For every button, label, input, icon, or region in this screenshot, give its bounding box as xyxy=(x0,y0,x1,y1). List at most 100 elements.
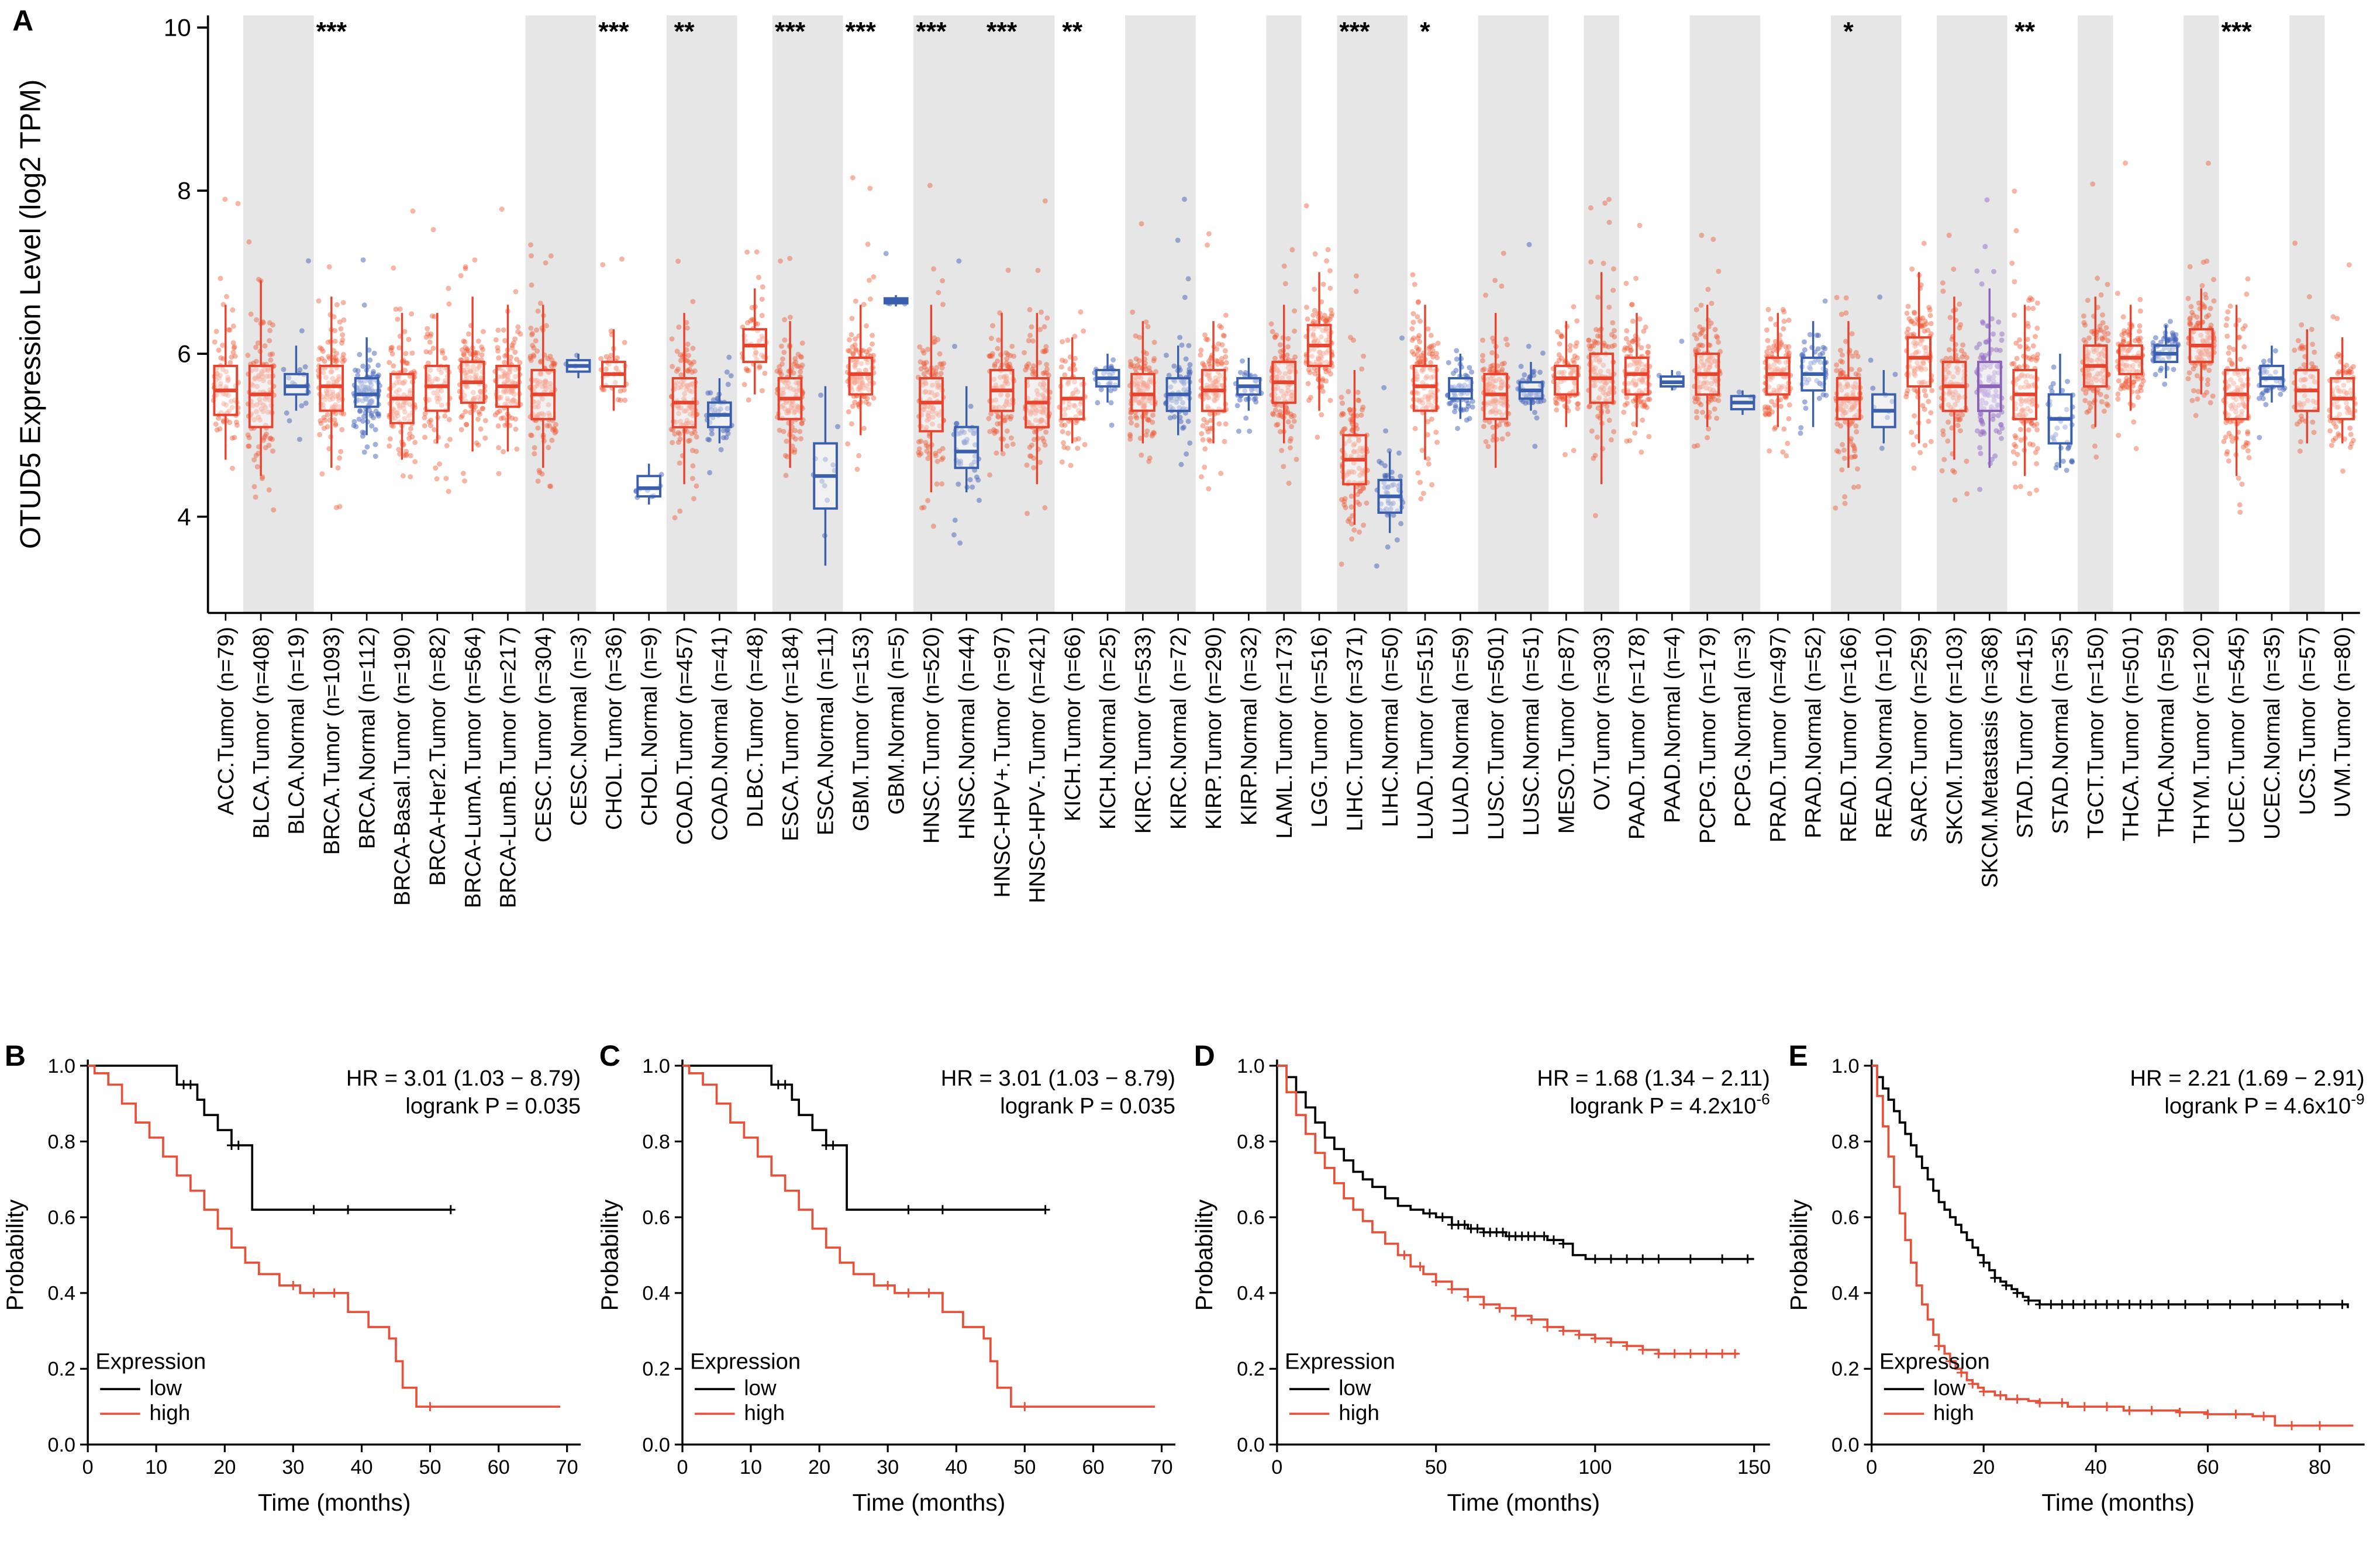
x-tick-label: STAD.Tumor (n=415) xyxy=(2013,627,2038,838)
significance-stars: ** xyxy=(674,16,695,46)
x-tick-label: GBM.Tumor (n=153) xyxy=(848,627,874,831)
km-curve-high xyxy=(88,1065,561,1408)
x-tick-label: LGG.Tumor (n=516) xyxy=(1307,627,1332,827)
box-category-40 xyxy=(1586,196,1617,519)
group-band-UCS xyxy=(2289,15,2325,613)
x-tick-label: 50 xyxy=(1013,1456,1036,1478)
box-category-28 xyxy=(1163,196,1193,467)
y-tick-label: 1.0 xyxy=(642,1055,670,1077)
box-category-10 xyxy=(527,242,559,489)
box-category-43 xyxy=(1691,233,1723,449)
x-tick-label: BLCA.Normal (n=19) xyxy=(284,627,309,834)
x-tick-label: LUSC.Normal (n=51) xyxy=(1519,627,1544,836)
significance-stars: ** xyxy=(1062,16,1082,46)
panel-b: B 0.0 0.2 0.4 0.6 0.8 1.0 0 10 20 30 40 50 60 70 HR = … xyxy=(0,1041,595,1565)
box xyxy=(1624,356,1650,396)
x-tick-label: KIRC.Tumor (n=533) xyxy=(1131,627,1156,834)
km-plot-e: 0.0 0.2 0.4 0.6 0.8 1.0 0 20 40 60 80 HR = 2.21 (1.… xyxy=(1785,1055,2365,1516)
box-category-33 xyxy=(1339,273,1370,567)
box-category-30 xyxy=(1233,357,1264,434)
box-category-6 xyxy=(386,208,418,480)
significance-stars: ** xyxy=(2015,16,2035,46)
box-category-26 xyxy=(1092,354,1120,428)
y-tick-label: 0.0 xyxy=(47,1434,75,1456)
y-tick-label: 0.8 xyxy=(47,1131,75,1153)
significance-stars: *** xyxy=(775,16,806,46)
box-category-18 xyxy=(810,386,841,566)
box-category-48 xyxy=(1868,294,1898,451)
y-tick-label: 10 xyxy=(164,14,191,42)
x-tick-label: 30 xyxy=(877,1456,899,1478)
box xyxy=(1765,356,1791,396)
x-tick-label: BRCA-LumA.Tumor (n=564) xyxy=(460,627,485,908)
box xyxy=(284,372,309,396)
legend-item-high: high xyxy=(744,1401,785,1425)
box-category-58 xyxy=(2221,276,2252,515)
box xyxy=(1130,372,1155,412)
x-tick-label: LIHC.Tumor (n=371) xyxy=(1343,627,1368,831)
x-tick-label: UVM.Tumor (n=80) xyxy=(2330,627,2355,817)
y-tick-label: 0.2 xyxy=(47,1358,75,1380)
legend-item-low: low xyxy=(150,1376,182,1400)
x-tick-label: DLBC.Tumor (n=48) xyxy=(743,627,768,827)
group-band-BLCA xyxy=(243,15,314,613)
x-tick-label: BRCA-LumB.Tumor (n=217) xyxy=(496,627,521,908)
km-curve-low xyxy=(682,1065,1046,1211)
legend-item-low: low xyxy=(1339,1376,1371,1400)
box xyxy=(248,364,274,429)
x-tick-label: LUSC.Tumor (n=501) xyxy=(1484,627,1509,840)
x-tick-label: PRAD.Normal (n=52) xyxy=(1801,627,1826,838)
box-category-39 xyxy=(1550,304,1581,458)
km-plot-b: 0.0 0.2 0.4 0.6 0.8 1.0 0 10 20 30 40 50 60 70 HR = 3.… xyxy=(2,1055,581,1516)
y-tick-label: 1.0 xyxy=(1237,1055,1265,1077)
x-tick-label: BLCA.Tumor (n=408) xyxy=(249,627,274,839)
x-tick-label: CHOL.Normal (n=9) xyxy=(637,627,662,826)
x-axis-label: Time (months) xyxy=(2041,1489,2195,1516)
x-tick-label: CESC.Tumor (n=304) xyxy=(531,627,556,842)
box-category-31 xyxy=(1268,247,1299,486)
x-tick-label: COAD.Tumor (n=457) xyxy=(672,627,697,845)
group-band-LUSC xyxy=(1478,15,1549,613)
box-category-9 xyxy=(492,206,523,476)
y-tick-label: 1.0 xyxy=(47,1055,75,1077)
box-category-55 xyxy=(2115,160,2146,451)
panel-c: C 0.0 0.2 0.4 0.6 0.8 1.0 0 10 20 30 40 50 60 70 HR = … xyxy=(595,1041,1189,1565)
box xyxy=(954,426,979,469)
x-tick-label: 60 xyxy=(2196,1456,2219,1478)
box-category-2 xyxy=(245,239,277,513)
hr-annotation: HR = 3.01 (1.03 − 8.79) xyxy=(346,1066,581,1091)
x-tick-label: 20 xyxy=(808,1456,830,1478)
pvalue-annotation: logrank P = 4.6x10-9 xyxy=(2164,1090,2364,1119)
legend-title: Expression xyxy=(1879,1349,1990,1374)
x-tick-label: READ.Tumor (n=166) xyxy=(1836,627,1861,842)
box-category-8 xyxy=(457,257,488,484)
box xyxy=(848,356,874,396)
panel-a: A ACC.Tumor (n=79) BLCA.Tumor (n=408) BLCA… xyxy=(12,6,2360,908)
box-category-60 xyxy=(2292,240,2320,454)
box-category-11 xyxy=(563,353,591,378)
expression-boxplot-chart: ACC.Tumor (n=79) BLCA.Tumor (n=408) BLCA.N… xyxy=(15,14,2360,908)
panel-d-letter: D xyxy=(1194,1041,1215,1074)
y-axis-label: Probability xyxy=(1785,1199,1812,1311)
x-tick-label: HNSC.Tumor (n=520) xyxy=(919,627,944,844)
y-tick-label: 0.6 xyxy=(642,1207,670,1229)
x-tick-label: 40 xyxy=(945,1456,967,1478)
x-tick-label: KICH.Tumor (n=66) xyxy=(1060,627,1085,821)
box-category-1 xyxy=(211,196,242,471)
x-tick-label: PCPG.Normal (n=3) xyxy=(1730,627,1755,827)
group-band-ESCA xyxy=(772,15,843,613)
y-tick-label: 0.4 xyxy=(47,1283,75,1305)
y-tick-label: 0.4 xyxy=(1237,1283,1265,1305)
x-tick-label: GBM.Normal (n=5) xyxy=(884,627,909,814)
panel-e: E 0.0 0.2 0.4 0.6 0.8 1.0 0 20 40 60 80 HR = 2.21 (… xyxy=(1784,1041,2379,1565)
box-category-53 xyxy=(2046,354,2076,473)
significance-stars: *** xyxy=(916,16,947,46)
box-category-3 xyxy=(281,258,311,443)
x-tick-label: LUAD.Normal (n=59) xyxy=(1448,627,1473,836)
group-band-HNSC xyxy=(913,15,1055,613)
x-axis-label: Time (months) xyxy=(258,1489,411,1516)
x-tick-label: 0 xyxy=(1271,1456,1282,1478)
panel-a-letter: A xyxy=(12,6,34,39)
box-category-41 xyxy=(1621,223,1653,455)
panel-d: D 0.0 0.2 0.4 0.6 0.8 1.0 0 50 100 150 HR = 1.68 (… xyxy=(1189,1041,1784,1565)
